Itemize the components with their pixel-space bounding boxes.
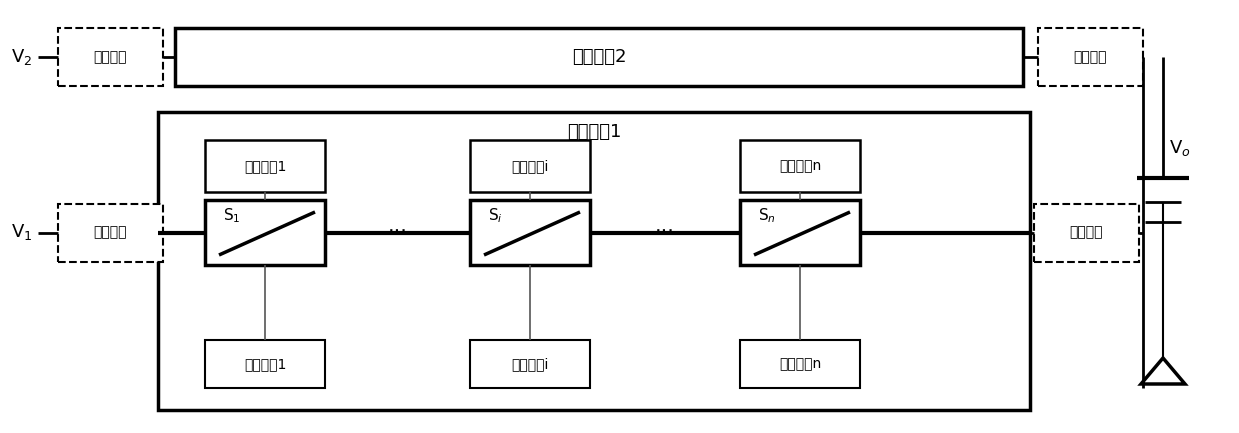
- Bar: [58, 204, 164, 262]
- Text: 均压电路i: 均压电路i: [512, 159, 549, 173]
- Text: 串联开关2: 串联开关2: [571, 48, 626, 66]
- Bar: [470, 340, 590, 388]
- Bar: [58, 28, 164, 86]
- Text: S$_1$: S$_1$: [223, 207, 240, 225]
- Text: 串联开关1: 串联开关1: [566, 123, 621, 141]
- Bar: [470, 140, 590, 192]
- Bar: [175, 28, 1023, 86]
- Text: S$_n$: S$_n$: [758, 207, 776, 225]
- Bar: [740, 200, 860, 265]
- Text: 均压电路1: 均压电路1: [244, 159, 286, 173]
- Text: V$_o$: V$_o$: [1170, 138, 1191, 158]
- Bar: [204, 200, 325, 265]
- Bar: [740, 140, 860, 192]
- Text: 均压电路n: 均压电路n: [779, 159, 821, 173]
- Text: V$_2$: V$_2$: [11, 47, 32, 67]
- Text: 门极驱动i: 门极驱动i: [512, 357, 549, 371]
- Bar: [159, 112, 1030, 410]
- Text: 限流电路: 限流电路: [94, 226, 128, 239]
- Text: 限流电路: 限流电路: [1074, 50, 1108, 64]
- Bar: [204, 340, 325, 388]
- Text: 门极驱动1: 门极驱动1: [244, 357, 286, 371]
- Text: 限流电路: 限流电路: [1069, 226, 1103, 239]
- Text: V$_1$: V$_1$: [11, 223, 32, 242]
- Bar: [740, 340, 860, 388]
- Text: 限流电路: 限流电路: [94, 50, 128, 64]
- Bar: [470, 200, 590, 265]
- Text: 门极驱动n: 门极驱动n: [779, 357, 821, 371]
- Bar: [1035, 204, 1139, 262]
- Polygon shape: [1141, 358, 1184, 384]
- Bar: [204, 140, 325, 192]
- Bar: [1038, 28, 1144, 86]
- Text: S$_i$: S$_i$: [488, 207, 503, 225]
- Text: ···: ···: [388, 223, 408, 242]
- Text: ···: ···: [655, 223, 675, 242]
